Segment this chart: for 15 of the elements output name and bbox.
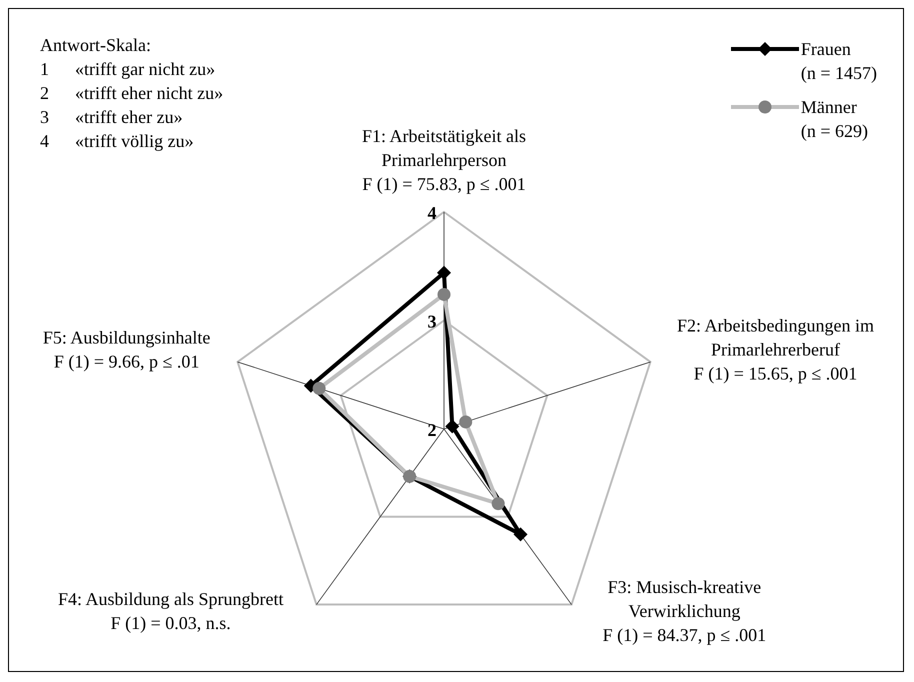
spoke-label: F2: Arbeitsbedingungen im Primarlehrerberuf F (1) = 15.65, p ≤ .001	[676, 315, 874, 384]
text: 1 «trifft gar nicht zu»	[40, 59, 216, 79]
text: Antwort-Skala:	[40, 34, 152, 57]
legend-label: Männer (n = 629)	[800, 96, 868, 143]
y-tick-label: 2	[428, 420, 436, 440]
spoke-label: F4: Ausbildung als Sprungbrett F (1) = 0.03, n.s.	[58, 589, 284, 634]
y-tick-label: 3	[428, 312, 436, 332]
legend-label: Frauen (n = 1457)	[800, 38, 877, 85]
spoke-label: F1: Arbeitstätigkeit als Primarlehrperson F (1) = 75.83, p ≤ .001	[362, 126, 526, 194]
text: 4 «trifft völlig zu»	[40, 131, 194, 151]
spoke-label: F3: Musisch-kreative Verwirklichung F (1) = 84.37, p ≤ .001	[602, 577, 766, 646]
spoke-label: F5: Ausbildungsinhalte F (1) = 9.66, p ≤ .01	[42, 327, 210, 372]
text: 2 «trifft eher nicht zu»	[40, 83, 224, 103]
text: 3 «trifft eher zu»	[40, 107, 183, 127]
y-tick-label: 4	[428, 203, 436, 223]
